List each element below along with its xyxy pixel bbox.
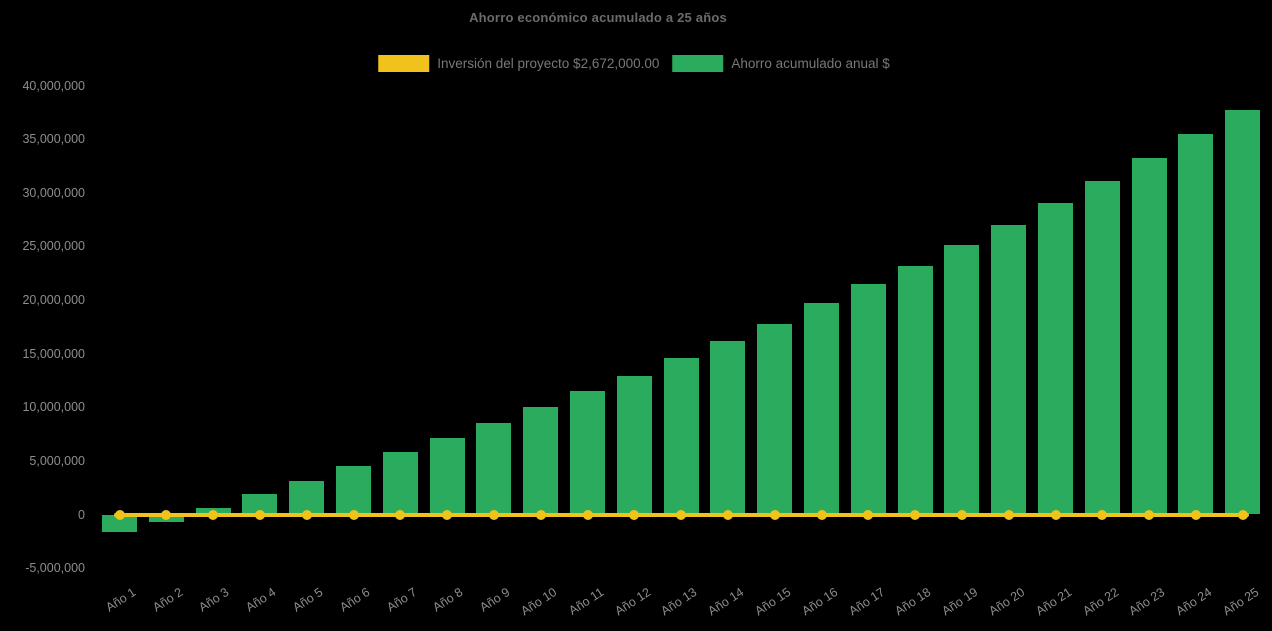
line-marker <box>629 509 640 520</box>
line-marker <box>348 509 359 520</box>
line-marker <box>1003 509 1014 520</box>
line-marker <box>722 509 733 520</box>
x-axis-label: Año 1 <box>103 585 139 615</box>
x-axis-label: Año 9 <box>477 585 513 615</box>
bar-año-25 <box>1225 110 1261 515</box>
legend-swatch-savings <box>672 55 724 72</box>
bar-año-7 <box>382 452 418 515</box>
bar-año-5 <box>289 481 325 515</box>
x-axis-label: Año 17 <box>846 585 887 619</box>
line-marker <box>1097 509 1108 520</box>
bar-año-10 <box>523 407 559 515</box>
y-axis-label: 20,000,000 <box>22 293 85 307</box>
legend-swatch-investment <box>378 55 430 72</box>
line-marker <box>161 509 172 520</box>
x-axis-label: Año 25 <box>1220 585 1262 619</box>
line-marker <box>301 509 312 520</box>
bar-año-15 <box>757 323 793 515</box>
line-marker <box>488 509 499 520</box>
y-axis-label: 10,000,000 <box>22 400 85 415</box>
line-marker <box>1237 509 1248 520</box>
line-marker <box>442 509 453 520</box>
line-marker <box>582 509 593 520</box>
y-axis-label: 15,000,000 <box>22 346 85 361</box>
legend-item-savings: Ahorro acumulado anual $ <box>672 55 890 72</box>
line-marker <box>910 509 921 520</box>
y-axis-label: 0 <box>78 507 85 522</box>
x-axis-label: Año 22 <box>1080 585 1121 619</box>
x-axis-label: Año 14 <box>705 585 747 619</box>
x-axis-label: Año 18 <box>892 585 934 619</box>
bar-año-4 <box>242 494 278 515</box>
line-marker <box>208 509 219 520</box>
bar-año-17 <box>850 283 886 515</box>
line-marker <box>114 509 125 520</box>
x-axis-label: Año 4 <box>243 585 279 615</box>
x-axis-label: Año 13 <box>658 585 700 619</box>
bar-año-18 <box>897 265 933 515</box>
line-marker <box>1190 509 1201 520</box>
line-marker <box>395 509 406 520</box>
y-axis-label: 40,000,000 <box>22 78 85 93</box>
y-axis-label: 30,000,000 <box>22 185 85 200</box>
bar-año-9 <box>476 423 512 515</box>
bar-año-14 <box>710 340 746 515</box>
bar-año-13 <box>663 357 699 515</box>
bar-año-6 <box>336 466 371 515</box>
bar-año-12 <box>616 376 652 515</box>
x-axis-label: Año 15 <box>752 585 794 619</box>
line-marker <box>676 509 687 520</box>
line-marker <box>863 509 874 520</box>
line-marker <box>769 509 780 520</box>
chart-title: Ahorro económico acumulado a 25 años <box>469 10 727 25</box>
line-marker <box>1144 509 1155 520</box>
line-marker <box>816 509 827 520</box>
x-axis-label: Año 2 <box>149 585 185 615</box>
x-axis-label: Año 12 <box>612 585 653 619</box>
x-axis-label: Año 24 <box>1173 585 1215 619</box>
bar-año-21 <box>1038 203 1073 515</box>
legend: Inversión del proyecto $2,672,000.00 Aho… <box>378 55 890 72</box>
x-axis-label: Año 5 <box>290 585 326 615</box>
x-axis-label: Año 10 <box>518 585 560 619</box>
x-axis-label: Año 16 <box>799 585 841 619</box>
x-axis-label: Año 7 <box>383 585 419 615</box>
x-axis-label: Año 8 <box>430 585 466 615</box>
bar-año-8 <box>429 438 465 515</box>
legend-item-investment: Inversión del proyecto $2,672,000.00 <box>378 55 659 72</box>
x-axis-label: Año 6 <box>337 585 373 615</box>
legend-label-investment: Inversión del proyecto $2,672,000.00 <box>437 56 660 71</box>
bar-año-22 <box>1084 180 1120 515</box>
y-axis-label: -5,000,000 <box>25 561 85 576</box>
bar-año-24 <box>1178 133 1214 515</box>
x-axis-label: Año 20 <box>986 585 1028 619</box>
bar-año-23 <box>1131 158 1167 515</box>
line-marker <box>1050 509 1061 520</box>
x-axis-label: Año 23 <box>1126 585 1168 619</box>
line-marker <box>956 509 967 520</box>
y-axis-label: 5,000,000 <box>29 453 85 468</box>
x-axis-label: Año 19 <box>939 585 981 619</box>
x-axis-label: Año 3 <box>196 585 232 615</box>
legend-label-savings: Ahorro acumulado anual $ <box>731 56 890 71</box>
y-axis-label: 35,000,000 <box>22 132 85 147</box>
x-axis-label: Año 11 <box>566 585 607 618</box>
line-marker <box>535 509 546 520</box>
line-marker <box>254 509 265 520</box>
bar-año-16 <box>804 303 839 515</box>
bar-año-19 <box>944 245 980 515</box>
bar-año-1 <box>102 514 137 532</box>
bar-año-20 <box>991 224 1027 515</box>
x-axis-label: Año 21 <box>1033 585 1075 619</box>
bar-año-11 <box>570 391 605 515</box>
y-axis-label: 25,000,000 <box>22 239 85 254</box>
